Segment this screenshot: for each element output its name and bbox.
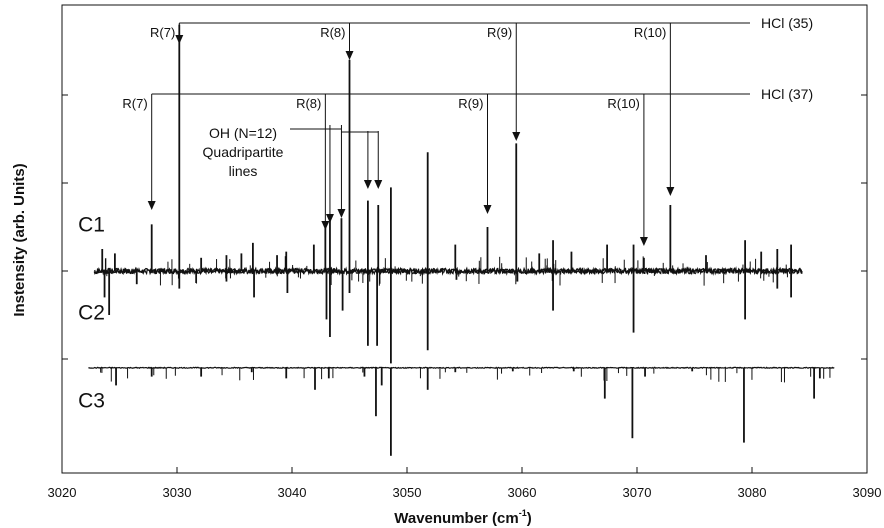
annotation-hcl37-label-r: R(10): [607, 96, 640, 111]
y-axis-ticks: [62, 94, 867, 360]
annotation-hcl37-label-r: R(7): [122, 96, 147, 111]
x-axis-title-superscript: -1: [519, 508, 527, 518]
x-tick-label: 3050: [393, 485, 422, 500]
annotation-hcl35-label-r: R(10): [634, 25, 667, 40]
annotation-oh-text: OH (N=12): [209, 125, 277, 141]
annotation-oh-arrowhead: [374, 180, 383, 189]
x-axis-ticks: [61, 467, 868, 473]
annotations: R(7) R(8) R(9) R(10) HCl (35) R(7) R(8) R(9) R(1…: [122, 15, 813, 246]
annotation-oh: OH (N=12) Quadripartite lines: [203, 125, 383, 223]
annotation-hcl37-label-r: R(9): [458, 96, 483, 111]
annotation-hcl35-arrowhead: [175, 35, 184, 44]
annotation-hcl37-arrowhead: [639, 237, 648, 246]
x-axis-title: Wavenumber (cm-1): [394, 508, 532, 527]
annotation-hcl37-arrowhead: [321, 221, 330, 230]
annotation-hcl35: R(7) R(8) R(9) R(10) HCl (35): [150, 15, 813, 196]
annotation-hcl35-title: HCl (35): [761, 15, 813, 31]
trace-label-c1: C1: [78, 213, 105, 236]
annotation-oh-arrowhead: [363, 180, 372, 189]
annotation-oh-text: Quadripartite: [203, 144, 284, 160]
annotation-hcl35-arrowhead: [512, 132, 521, 141]
x-tick-label: 3070: [623, 485, 652, 500]
annotation-hcl37-arrowhead: [483, 205, 492, 214]
trace-label-c2: C2: [78, 301, 105, 324]
annotation-hcl37-arrowhead: [147, 201, 156, 210]
annotation-oh-arrowhead: [337, 209, 346, 218]
x-tick-label: 3040: [278, 485, 307, 500]
annotation-hcl37-title: HCl (37): [761, 86, 813, 102]
annotation-hcl35-label-r: R(8): [320, 25, 345, 40]
trace-label-c3: C3: [78, 389, 105, 412]
series-c2: [93, 266, 803, 364]
annotation-hcl35-label-r: R(9): [487, 25, 512, 40]
annotation-hcl37-label-r: R(8): [296, 96, 321, 111]
annotation-oh-arrowhead: [325, 214, 334, 223]
series-c3: [88, 366, 835, 456]
series-c2-baseline: [93, 266, 803, 276]
annotation-hcl35-arrowhead: [666, 187, 675, 196]
series-c3-baseline: [88, 366, 835, 370]
x-axis-title-close: ): [527, 510, 532, 527]
series-c1: [93, 24, 803, 276]
annotation-hcl35-arrowhead: [345, 51, 354, 60]
plot-frame: [61, 4, 868, 474]
x-tick-label: 3080: [738, 485, 767, 500]
series-labels: C1 C2 C3: [78, 213, 105, 412]
x-axis-tick-labels: 3020 3030 3040 3050 3060 3070 3080 3090: [48, 485, 882, 500]
annotation-oh-text: lines: [229, 163, 258, 179]
x-tick-label: 3090: [853, 485, 882, 500]
spectrum-traces: [88, 24, 835, 456]
annotation-hcl35-label-r: R(7): [150, 25, 175, 40]
annotation-hcl37: R(7) R(8) R(9) R(10) HCl (37): [122, 86, 813, 246]
x-tick-label: 3060: [508, 485, 537, 500]
y-axis-title: Instensity (arb. Units): [11, 163, 28, 316]
x-tick-label: 3030: [163, 485, 192, 500]
x-tick-label: 3020: [48, 485, 77, 500]
